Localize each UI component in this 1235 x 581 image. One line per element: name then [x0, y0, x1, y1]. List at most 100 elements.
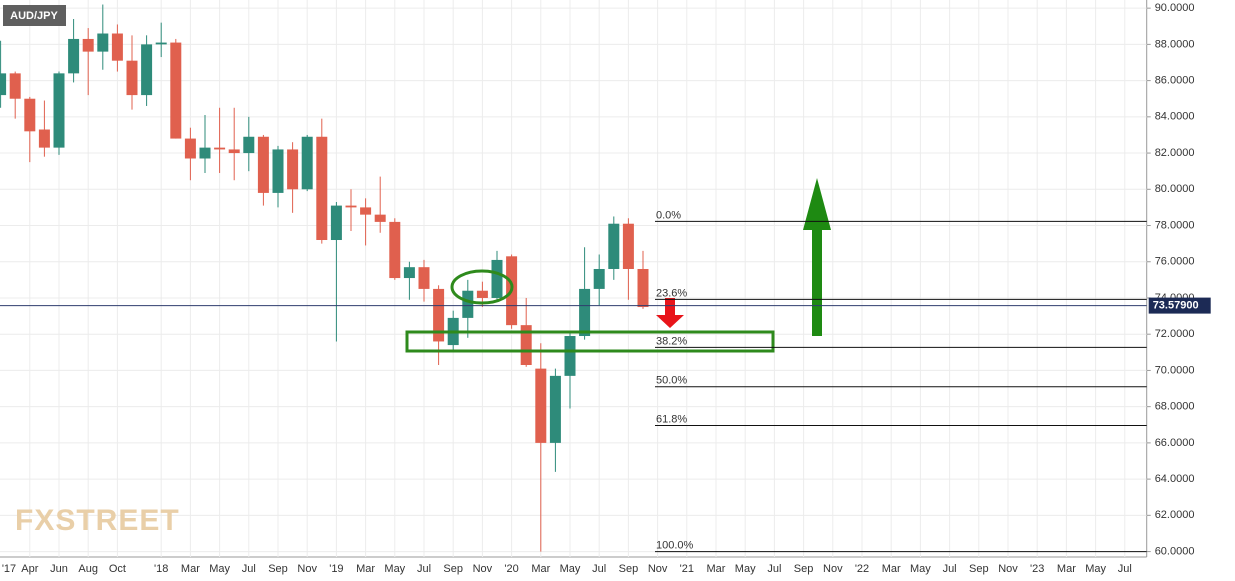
candle-body: [82, 38, 94, 52]
candle-body: [9, 73, 21, 99]
candle-body: [272, 149, 284, 193]
last-price-label: 73.57900: [1153, 300, 1199, 312]
x-tick-label: May: [1085, 563, 1106, 575]
y-tick-label: 84.0000: [1155, 111, 1195, 123]
x-tick-label: Mar: [531, 563, 550, 575]
x-tick-label: '23: [1030, 563, 1044, 575]
fib-label: 100.0%: [656, 539, 694, 551]
x-tick-label: Mar: [356, 563, 375, 575]
candle-body: [579, 288, 591, 337]
x-tick-label: Jul: [592, 563, 606, 575]
x-tick-label: May: [209, 563, 230, 575]
x-tick-label: Nov: [823, 563, 843, 575]
x-tick-label: '18: [154, 563, 168, 575]
grid: 60.0000 62.0000 64.0000 66.0000 68.0000 70.00…: [0, 0, 1194, 575]
title-box: [3, 5, 66, 26]
candle-body: [24, 98, 36, 132]
candle-body: [637, 268, 649, 308]
candle-body: [199, 147, 211, 159]
candle-body: [214, 147, 226, 150]
y-tick-label: 90.0000: [1155, 2, 1195, 14]
last-price-box: [1148, 297, 1211, 314]
x-tick-label: May: [910, 563, 931, 575]
x-tick-label: Jul: [767, 563, 781, 575]
candle-body: [184, 138, 196, 159]
x-tick-label: Nov: [473, 563, 493, 575]
candle-body: [97, 33, 109, 52]
candle-body: [345, 205, 357, 208]
x-tick-label: Nov: [648, 563, 668, 575]
x-tick-label: Oct: [109, 563, 126, 575]
x-tick-label: Sep: [794, 563, 814, 575]
candle-body: [38, 129, 50, 148]
down-arrow: [656, 298, 684, 328]
candle-body: [316, 136, 328, 241]
candle-body: [0, 73, 7, 96]
chart-title: AUD/JPY: [10, 10, 58, 22]
candle-body: [330, 205, 342, 241]
fib-label: 23.6%: [656, 287, 687, 299]
x-tick-label: Mar: [1057, 563, 1076, 575]
x-tick-label: Jul: [943, 563, 957, 575]
candle-body: [155, 42, 167, 45]
y-tick-label: 88.0000: [1155, 38, 1195, 50]
candle-body: [68, 38, 80, 74]
x-tick-label: Sep: [619, 563, 639, 575]
candle-body: [243, 136, 255, 154]
candle-body: [535, 368, 547, 443]
up-arrow: [803, 178, 831, 336]
candle-body: [462, 290, 474, 318]
x-tick-label: Mar: [181, 563, 200, 575]
x-tick-label: May: [384, 563, 405, 575]
candle-body: [126, 60, 138, 96]
candle-body: [141, 44, 153, 96]
fib-label: 38.2%: [656, 335, 687, 347]
x-tick-label: Mar: [882, 563, 901, 575]
x-tick-label: Sep: [268, 563, 288, 575]
x-tick-label: Apr: [21, 563, 38, 575]
x-tick-label: Jul: [417, 563, 431, 575]
candle-body: [257, 136, 269, 193]
y-tick-label: 62.0000: [1155, 509, 1195, 521]
overlay: 0.0% 23.6% 38.2% 50.0% 61.8% 100.0% 73.57900: [0, 209, 1211, 553]
fib-label: 0.0%: [656, 209, 681, 221]
x-tick-label: May: [560, 563, 581, 575]
y-tick-label: 76.0000: [1155, 256, 1195, 268]
candle-body: [374, 214, 386, 222]
y-tick-label: 72.0000: [1155, 328, 1195, 340]
candle-body: [418, 267, 430, 289]
y-tick-label: 66.0000: [1155, 437, 1195, 449]
y-tick-label: 82.0000: [1155, 147, 1195, 159]
candle-body: [549, 375, 561, 443]
x-tick-label: '22: [855, 563, 869, 575]
candle-body: [403, 267, 415, 279]
candle-body: [228, 149, 240, 154]
x-tick-label: Jun: [50, 563, 68, 575]
candle-body: [476, 290, 488, 298]
y-tick-label: 78.0000: [1155, 219, 1195, 231]
y-tick-label: 68.0000: [1155, 401, 1195, 413]
candle-body: [593, 268, 605, 289]
x-tick-label: Sep: [443, 563, 463, 575]
candle-body: [564, 336, 576, 376]
y-tick-label: 64.0000: [1155, 473, 1195, 485]
x-tick-label: May: [735, 563, 756, 575]
candle-body: [287, 149, 299, 190]
x-tick-label: '17: [2, 563, 16, 575]
x-tick-label: Jul: [242, 563, 256, 575]
y-tick-label: 60.0000: [1155, 545, 1195, 557]
candle-body: [491, 259, 503, 298]
candle-body: [53, 73, 65, 148]
support-zone: [405, 330, 775, 353]
x-tick-label: '21: [680, 563, 694, 575]
x-tick-label: '19: [329, 563, 343, 575]
x-tick-label: Aug: [78, 563, 98, 575]
highlight-ellipse: [450, 269, 514, 305]
x-tick-label: Nov: [998, 563, 1018, 575]
marks: [0, 4, 649, 552]
candle-body: [389, 221, 401, 279]
x-tick-label: Mar: [707, 563, 726, 575]
candle-body: [520, 325, 532, 365]
